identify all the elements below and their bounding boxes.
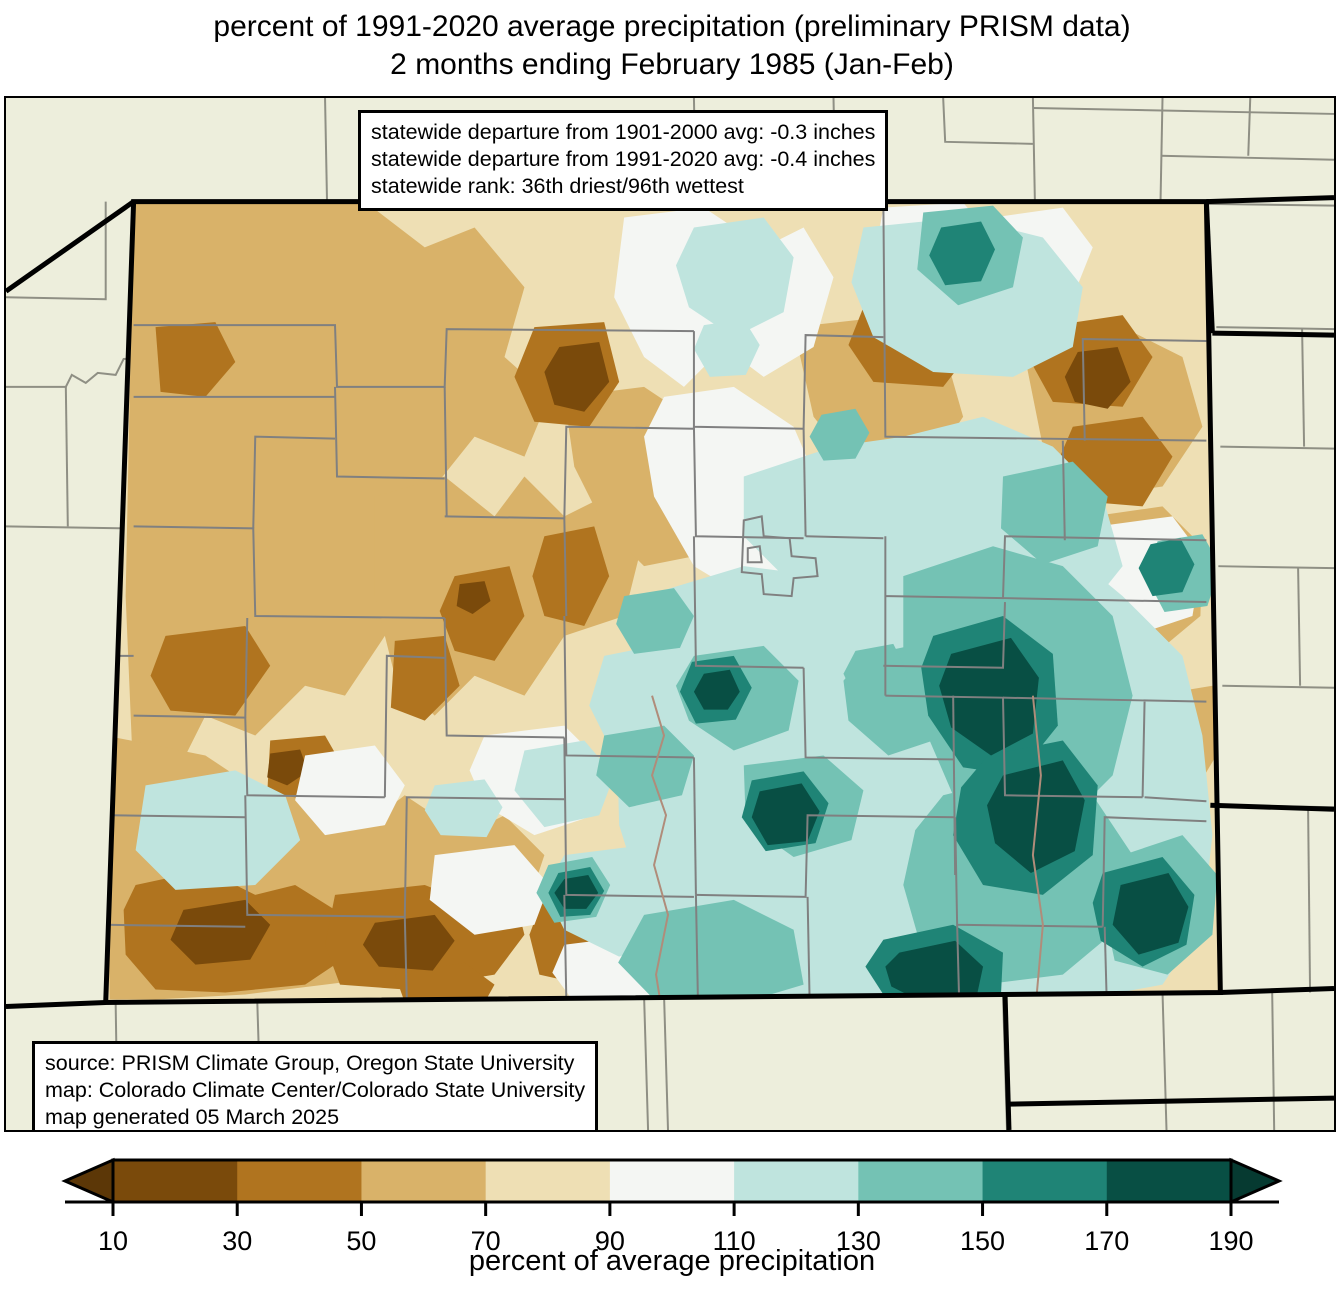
title-line-2: 2 months ending February 1985 (Jan-Feb): [390, 48, 954, 81]
colorado-precipitation-map-svg: [6, 98, 1334, 1130]
stats-line-1: statewide departure from 1901-2000 avg: …: [371, 120, 876, 144]
colorbar-tick-label-110: 110: [713, 1226, 756, 1256]
source-line-2: map: Colorado Climate Center/Colorado St…: [45, 1078, 586, 1102]
neighbor-state-boundaries: [6, 195, 1334, 1130]
colorbar-over-arrow: [1229, 1157, 1283, 1205]
colorbar-band-70-90: [485, 1160, 611, 1202]
colorbar-tick-label-10: 10: [98, 1226, 128, 1256]
colorbar: 10 30 50 70 90 110 130 150 170 190: [0, 1140, 1344, 1300]
colorbar-band-30-50: [237, 1160, 363, 1202]
colorbar-tick-label-170: 170: [1084, 1226, 1129, 1256]
stats-line-2: statewide departure from 1991-2020 avg: …: [371, 147, 876, 171]
colorbar-band-10-30: [113, 1160, 238, 1202]
colorbar-under-arrow: [61, 1157, 115, 1205]
colorbar-band-170-190: [1106, 1160, 1232, 1202]
colorbar-tick-label-30: 30: [222, 1226, 252, 1256]
colorbar-band-110-130: [734, 1160, 859, 1202]
colorbar-tick-label-190: 190: [1208, 1226, 1253, 1256]
colorbar-tick-label-150: 150: [960, 1226, 1005, 1256]
colorbar-tick-label-50: 50: [346, 1226, 376, 1256]
colorbar-tick-label-90: 90: [595, 1226, 625, 1256]
colorbar-band-150-170: [982, 1160, 1108, 1202]
source-credit-box: source: PRISM Climate Group, Oregon Stat…: [32, 1041, 599, 1130]
stats-line-3: statewide rank: 36th driest/96th wettest: [371, 174, 744, 198]
page-title: percent of 1991-2020 average precipitati…: [0, 8, 1344, 84]
colorbar-tick-label-70: 70: [471, 1226, 501, 1256]
colorbar-band-90-110: [609, 1160, 735, 1202]
source-line-1: source: PRISM Climate Group, Oregon Stat…: [45, 1051, 575, 1075]
source-line-3: map generated 05 March 2025: [45, 1105, 340, 1129]
colorbar-axis-label: percent of average precipitation: [468, 1245, 876, 1277]
colorbar-band-50-70: [361, 1160, 487, 1202]
statewide-stats-box: statewide departure from 1901-2000 avg: …: [358, 110, 889, 211]
colorbar-bands: [61, 1157, 1283, 1205]
colorbar-band-130-150: [858, 1160, 984, 1202]
colorbar-ticks: [65, 1200, 1279, 1216]
colorbar-tick-label-130: 130: [836, 1226, 881, 1256]
colorbar-tick-labels: 10 30 50 70 90 110 130 150 170 190: [98, 1226, 1254, 1256]
map-canvas: statewide departure from 1901-2000 avg: …: [4, 96, 1336, 1132]
colorbar-svg: 10 30 50 70 90 110 130 150 170 190: [61, 1157, 1283, 1256]
precipitation-contour-layer: [105, 201, 1221, 1003]
title-line-1: percent of 1991-2020 average precipitati…: [213, 10, 1131, 43]
